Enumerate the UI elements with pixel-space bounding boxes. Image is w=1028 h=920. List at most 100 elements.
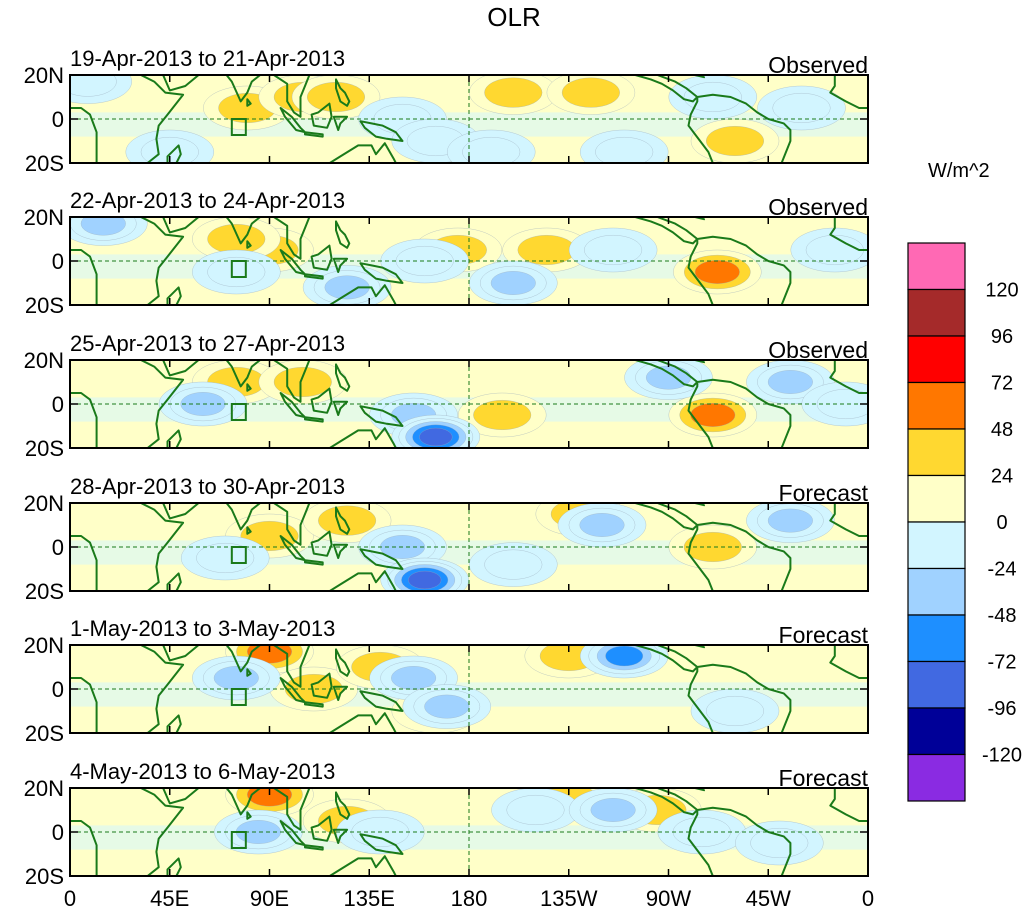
x-tick-label: 180 bbox=[451, 886, 488, 911]
colorbar-unit-label: W/m^2 bbox=[928, 160, 990, 182]
y-tick-label: 0 bbox=[52, 535, 64, 560]
colorbar-swatch bbox=[907, 521, 966, 570]
colorbar-swatch bbox=[907, 335, 966, 384]
panel-period-label: 1-May-2013 to 3-May-2013 bbox=[70, 616, 335, 641]
anomaly-contour bbox=[561, 77, 620, 108]
colorbar-swatch bbox=[907, 381, 966, 430]
x-tick-label: 45E bbox=[150, 886, 189, 911]
coastline bbox=[70, 645, 868, 733]
anomaly-contour bbox=[419, 427, 453, 447]
colorbar-swatch bbox=[907, 614, 966, 663]
colorbar-level-label: -96 bbox=[988, 698, 1017, 720]
y-tick-label: 20S bbox=[25, 151, 64, 176]
coastline bbox=[70, 503, 868, 591]
y-tick-label: 20S bbox=[25, 721, 64, 746]
panel-type-label: Observed bbox=[768, 52, 868, 78]
y-tick-label: 0 bbox=[52, 677, 64, 702]
anomaly-contour bbox=[490, 271, 536, 295]
colorbar-swatch bbox=[907, 660, 966, 709]
colorbar-swatch bbox=[907, 288, 966, 337]
anomaly-contour bbox=[694, 260, 740, 284]
coastline bbox=[70, 75, 868, 163]
olr-panel: 20N 0 20S 4-May-2013 to 6-May-2013 Forecast bbox=[24, 759, 869, 889]
panel-period-label: 4-May-2013 to 6-May-2013 bbox=[70, 759, 335, 784]
colorbar-level-label: -24 bbox=[988, 559, 1017, 581]
anomaly-contour bbox=[767, 508, 813, 533]
anomaly-contour bbox=[706, 696, 764, 726]
x-tick-label: 90E bbox=[250, 886, 289, 911]
anomaly-contour bbox=[207, 257, 266, 287]
anomaly-contour bbox=[424, 694, 470, 719]
olr-panel: 20N 0 20S 28-Apr-2013 to 30-Apr-2013 Forecas… bbox=[24, 474, 869, 604]
panel-type-label: Observed bbox=[768, 337, 868, 363]
y-tick-label: 20N bbox=[24, 205, 64, 230]
anomaly-contour bbox=[207, 224, 266, 254]
colorbar-level-label: -120 bbox=[982, 745, 1022, 767]
anomaly-contour bbox=[391, 666, 437, 690]
colorbar-level-label: 72 bbox=[991, 373, 1013, 395]
anomaly-contour bbox=[750, 828, 809, 858]
colorbar-swatch bbox=[907, 707, 966, 756]
olr-panel: 20N 0 20S 22-Apr-2013 to 24-Apr-2013 Observe… bbox=[24, 188, 869, 318]
y-tick-label: 0 bbox=[52, 392, 64, 417]
y-tick-label: 20S bbox=[25, 579, 64, 604]
anomaly-contour bbox=[213, 666, 259, 690]
colorbar-swatch bbox=[907, 753, 966, 802]
anomaly-contour bbox=[590, 798, 636, 822]
x-tick-label: 0 bbox=[862, 886, 874, 911]
colorbar-level-label: 48 bbox=[991, 419, 1013, 441]
anomaly-field bbox=[70, 360, 868, 448]
y-tick-label: 20N bbox=[24, 491, 64, 516]
anomaly-contour bbox=[408, 570, 442, 590]
x-tick-label: 135E bbox=[344, 886, 395, 911]
anomaly-contour bbox=[517, 235, 576, 265]
anomaly-contour bbox=[584, 235, 643, 265]
panel-type-label: Forecast bbox=[779, 480, 869, 506]
anomaly-contour bbox=[706, 126, 764, 156]
anomaly-contour bbox=[595, 137, 654, 163]
y-tick-label: 20N bbox=[24, 63, 64, 88]
anomaly-contour bbox=[80, 217, 126, 236]
colorbar-level-label: 120 bbox=[985, 280, 1018, 302]
anomaly-contour bbox=[605, 645, 644, 667]
olr-panel: 20N 0 20S 25-Apr-2013 to 27-Apr-2013 Observe… bbox=[24, 331, 869, 461]
olr-panel: 20N 0 20S 19-Apr-2013 to 21-Apr-2013 Observe… bbox=[24, 46, 869, 176]
coastline bbox=[70, 788, 868, 876]
anomaly-field bbox=[70, 217, 868, 305]
panel-period-label: 28-Apr-2013 to 30-Apr-2013 bbox=[70, 474, 345, 499]
colorbar-swatch bbox=[907, 567, 966, 616]
anomaly-contour bbox=[690, 403, 736, 427]
anomaly-contour bbox=[767, 370, 813, 394]
x-tick-label: 45W bbox=[746, 886, 791, 911]
panel-type-label: Observed bbox=[768, 194, 868, 220]
anomaly-contour bbox=[484, 77, 543, 108]
x-tick-label: 135W bbox=[540, 886, 598, 911]
coastline bbox=[70, 360, 868, 448]
colorbar-swatch bbox=[907, 242, 966, 291]
y-tick-label: 20S bbox=[25, 864, 64, 889]
anomaly-contour bbox=[579, 513, 625, 537]
colorbar-level-label: -72 bbox=[988, 652, 1017, 674]
anomaly-contour bbox=[273, 367, 332, 397]
anomaly-contour bbox=[462, 137, 521, 163]
anomaly-contour bbox=[646, 365, 691, 390]
colorbar-level-label: -48 bbox=[988, 605, 1017, 627]
colorbar-level-label: 0 bbox=[996, 512, 1007, 534]
y-tick-label: 0 bbox=[52, 249, 64, 274]
y-tick-label: 20N bbox=[24, 633, 64, 658]
chart-title: OLR bbox=[487, 2, 541, 32]
y-tick-label: 0 bbox=[52, 820, 64, 845]
panel-type-label: Forecast bbox=[779, 622, 869, 648]
anomaly-contour bbox=[683, 532, 742, 562]
anomaly-contour bbox=[196, 543, 255, 573]
colorbar-swatch bbox=[907, 474, 966, 523]
anomaly-contour bbox=[683, 82, 742, 112]
colorbar-level-label: 96 bbox=[991, 326, 1013, 348]
anomaly-contour bbox=[70, 75, 117, 97]
panel-period-label: 25-Apr-2013 to 27-Apr-2013 bbox=[70, 331, 345, 356]
y-tick-label: 20N bbox=[24, 776, 64, 801]
x-tick-label: 90W bbox=[646, 886, 691, 911]
colorbar-level-label: 24 bbox=[991, 466, 1013, 488]
anomaly-contour bbox=[484, 549, 543, 580]
